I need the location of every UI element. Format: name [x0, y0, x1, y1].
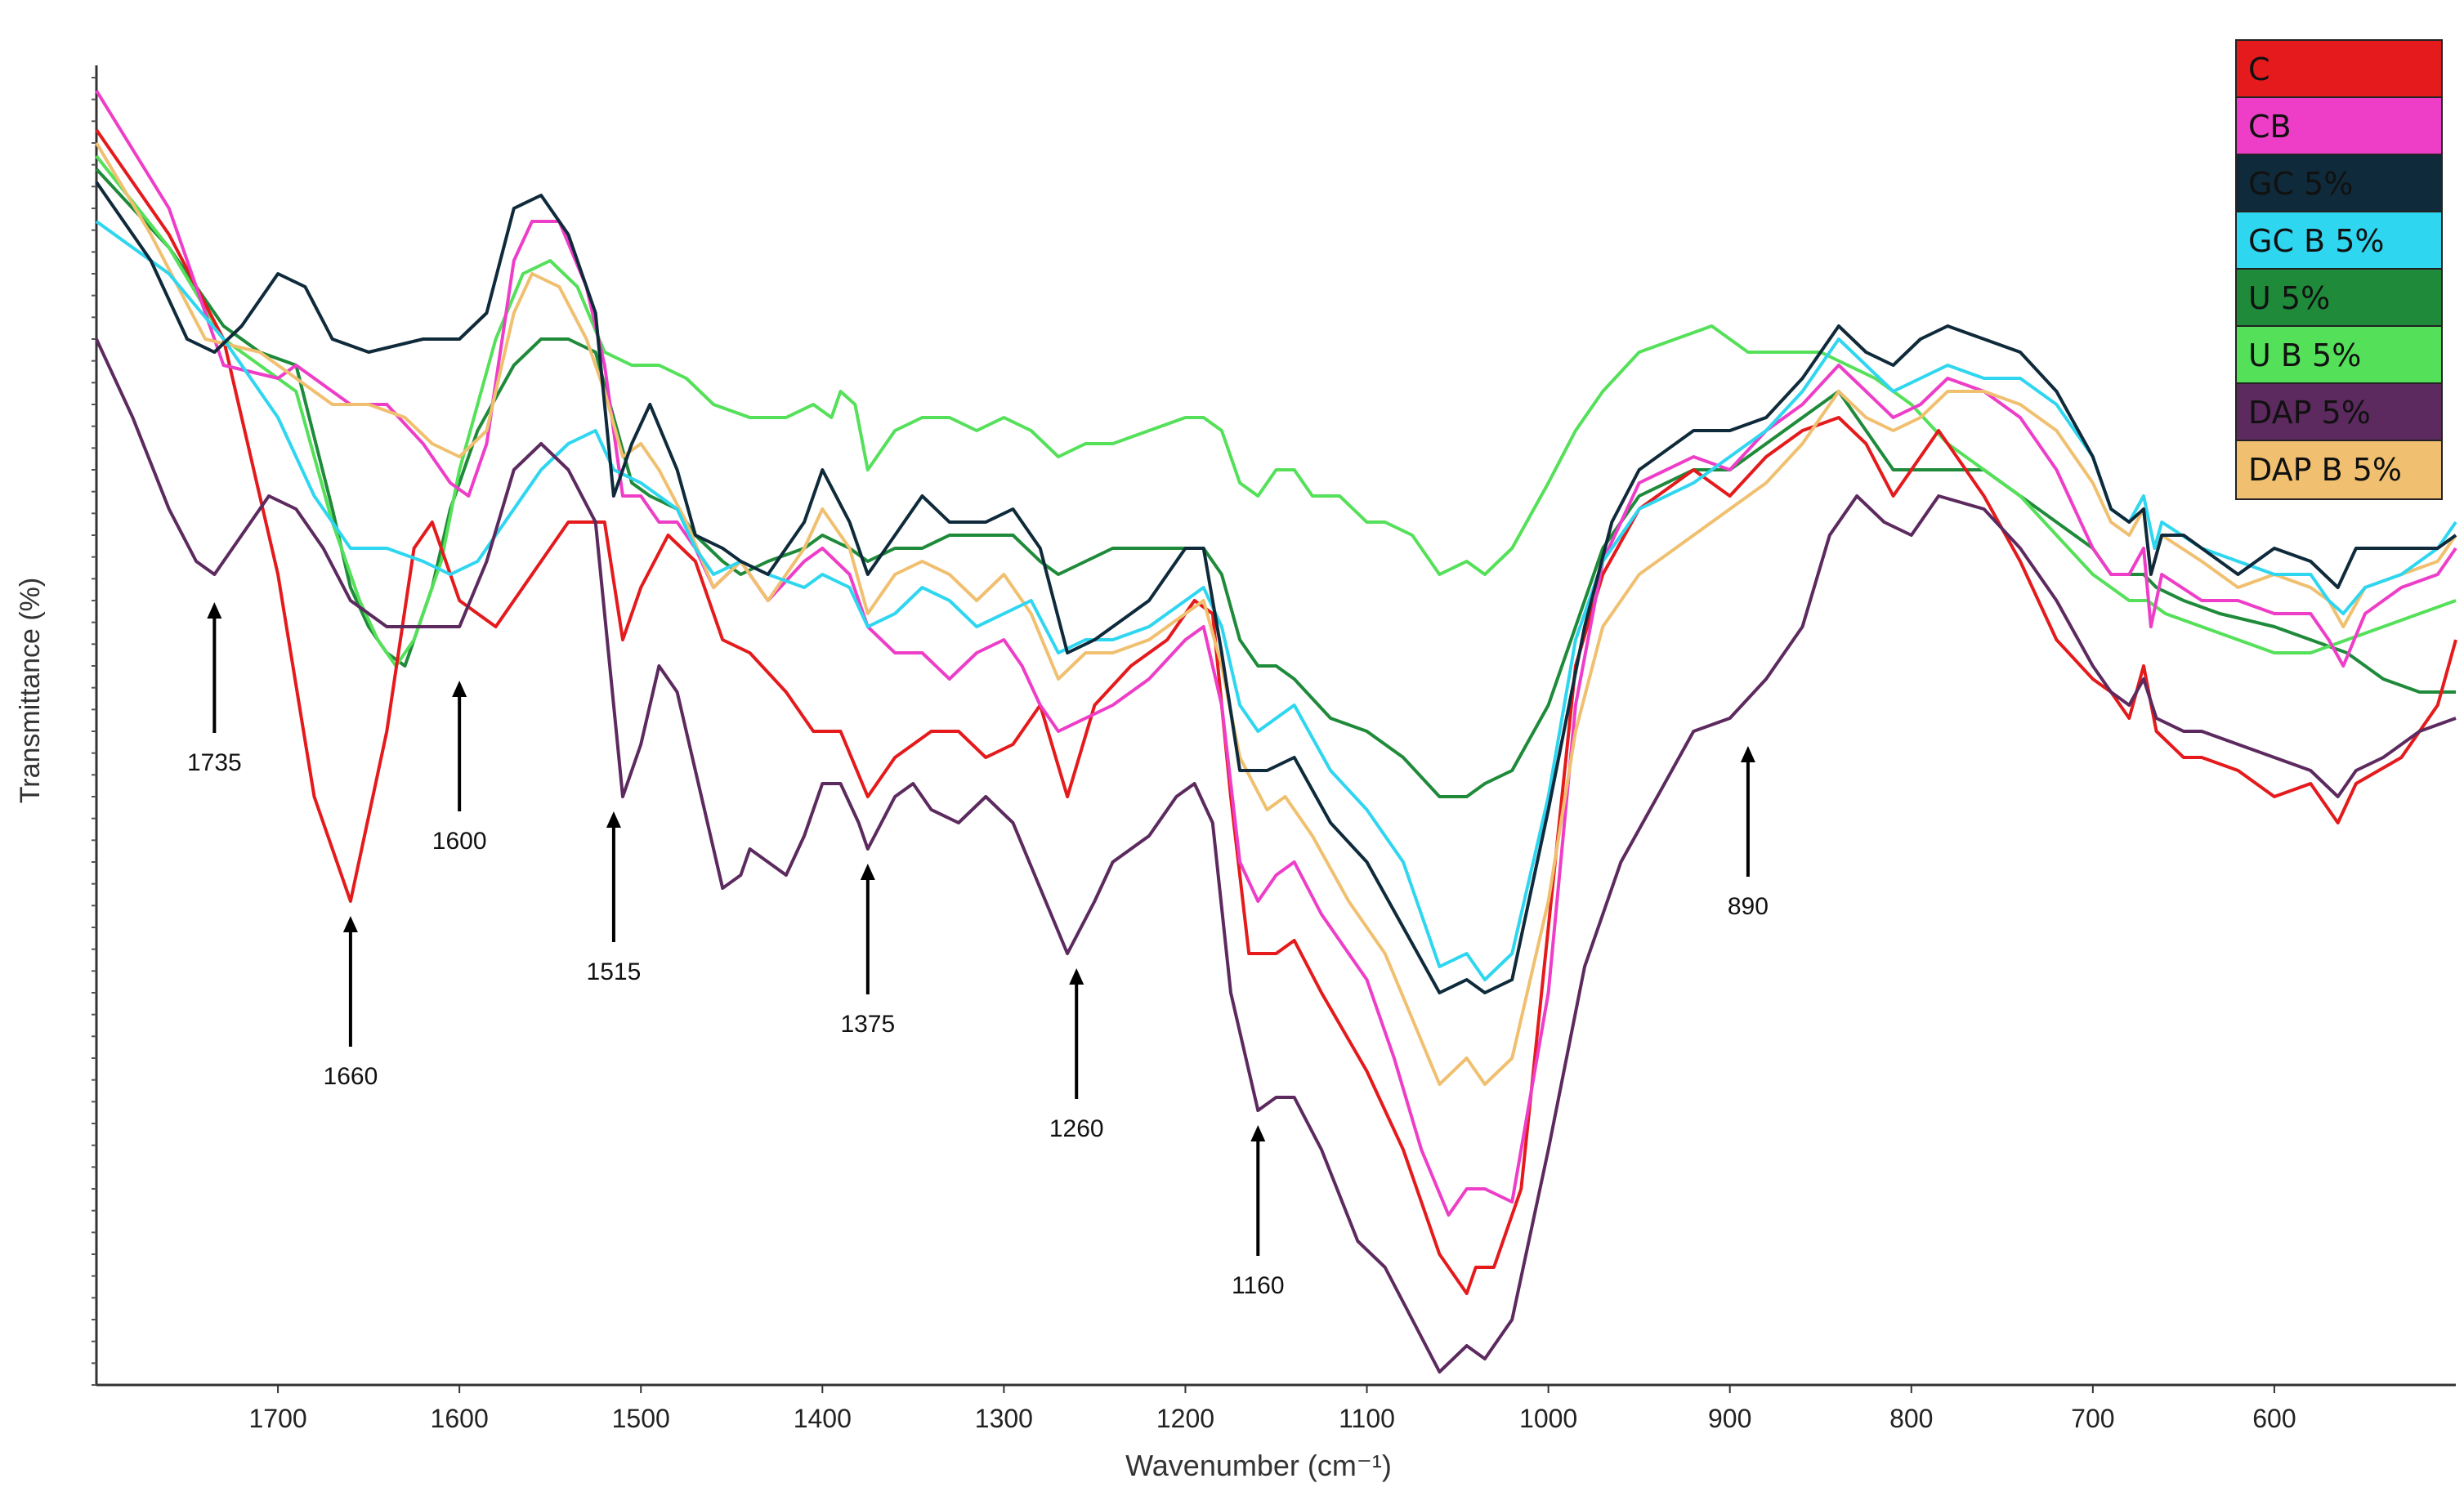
- annotation-arrowhead: [860, 864, 875, 880]
- annotation-label: 1260: [1049, 1115, 1104, 1142]
- legend-item: U B 5%: [2237, 327, 2441, 384]
- annotation-arrowhead: [606, 811, 621, 828]
- x-axis-title: Wavenumber (cm⁻¹): [1125, 1449, 1392, 1482]
- x-tick-label: 1200: [1156, 1404, 1214, 1433]
- x-tick-label: 1300: [975, 1404, 1033, 1433]
- series-layer: [95, 89, 2457, 1374]
- annotation-arrowhead: [342, 916, 358, 932]
- legend: C CB GC 5% GC B 5% U 5% U B 5% DAP 5% DAP B 5%: [2235, 39, 2443, 500]
- annotation-label: 890: [1728, 893, 1769, 920]
- annotation-arrowhead: [452, 681, 467, 697]
- legend-item: GC 5%: [2237, 155, 2441, 212]
- y-axis-title: Transmittance (%): [15, 578, 46, 803]
- x-tick-label: 800: [1889, 1404, 1933, 1433]
- x-tick-label: 1400: [794, 1404, 852, 1433]
- series-line-c: [95, 128, 2457, 1295]
- x-tick-label: 1100: [1339, 1404, 1395, 1433]
- annotation-arrowhead: [1740, 746, 1755, 762]
- annotation-arrowhead: [207, 602, 222, 619]
- x-tick-label: 1700: [248, 1404, 306, 1433]
- series-line-dap-5: [95, 338, 2457, 1374]
- annotation-arrowhead: [1250, 1125, 1266, 1141]
- series-line-gc-5: [95, 181, 2457, 994]
- annotation-label: 1515: [587, 958, 642, 985]
- x-tick-label: 1600: [431, 1404, 489, 1433]
- axes: 1700 1600 1500 1400 1300 1200 1100 1000 900 800 70…: [92, 65, 2456, 1433]
- annotation-label: 1660: [324, 1063, 378, 1090]
- series-line-gc-b-5: [95, 220, 2457, 981]
- annotation-label: 1735: [187, 749, 242, 776]
- x-tick-label: 1000: [1519, 1404, 1577, 1433]
- legend-item: DAP 5%: [2237, 384, 2441, 441]
- series-line-cb: [95, 89, 2457, 1217]
- x-tick-label: 700: [2071, 1404, 2114, 1433]
- annotation-label: 1160: [1232, 1272, 1285, 1299]
- legend-item: DAP B 5%: [2237, 441, 2441, 498]
- x-tick-label: 600: [2252, 1404, 2296, 1433]
- series-line-u-5: [95, 168, 2456, 798]
- annotation-arrowhead: [1069, 968, 1084, 985]
- x-tick-label: 1500: [612, 1404, 670, 1433]
- legend-item: C: [2237, 41, 2441, 98]
- legend-item: U 5%: [2237, 270, 2441, 327]
- series-line-u-b-5: [95, 154, 2457, 668]
- series-line-dap-b-5: [95, 141, 2457, 1086]
- legend-item: GC B 5%: [2237, 212, 2441, 270]
- x-tick-label: 900: [1708, 1404, 1751, 1433]
- annotation-layer: 1735 1660 1600 1515 1375 1260 1160 890: [187, 602, 1769, 1299]
- annotation-label: 1600: [432, 828, 487, 855]
- legend-item: CB: [2237, 98, 2441, 155]
- annotation-label: 1375: [840, 1011, 895, 1038]
